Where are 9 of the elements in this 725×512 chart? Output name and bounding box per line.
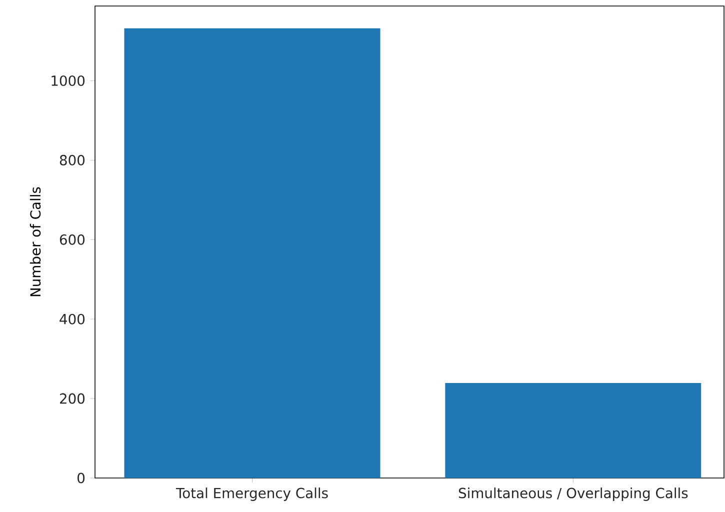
- y-tick-label: 200: [60, 393, 85, 404]
- y-tick-label: 0: [78, 472, 85, 484]
- y-tick-label: 800: [60, 154, 85, 166]
- x-tick-label: Simultaneous / Overlapping Calls: [458, 488, 688, 501]
- x-tick-label: Total Emergency Calls: [176, 488, 328, 501]
- y-tick-label: 400: [60, 314, 85, 324]
- y-axis-title: Number of Calls: [30, 187, 41, 296]
- y-tick-label: 600: [60, 234, 85, 245]
- y-tick-label: 1000: [52, 75, 85, 86]
